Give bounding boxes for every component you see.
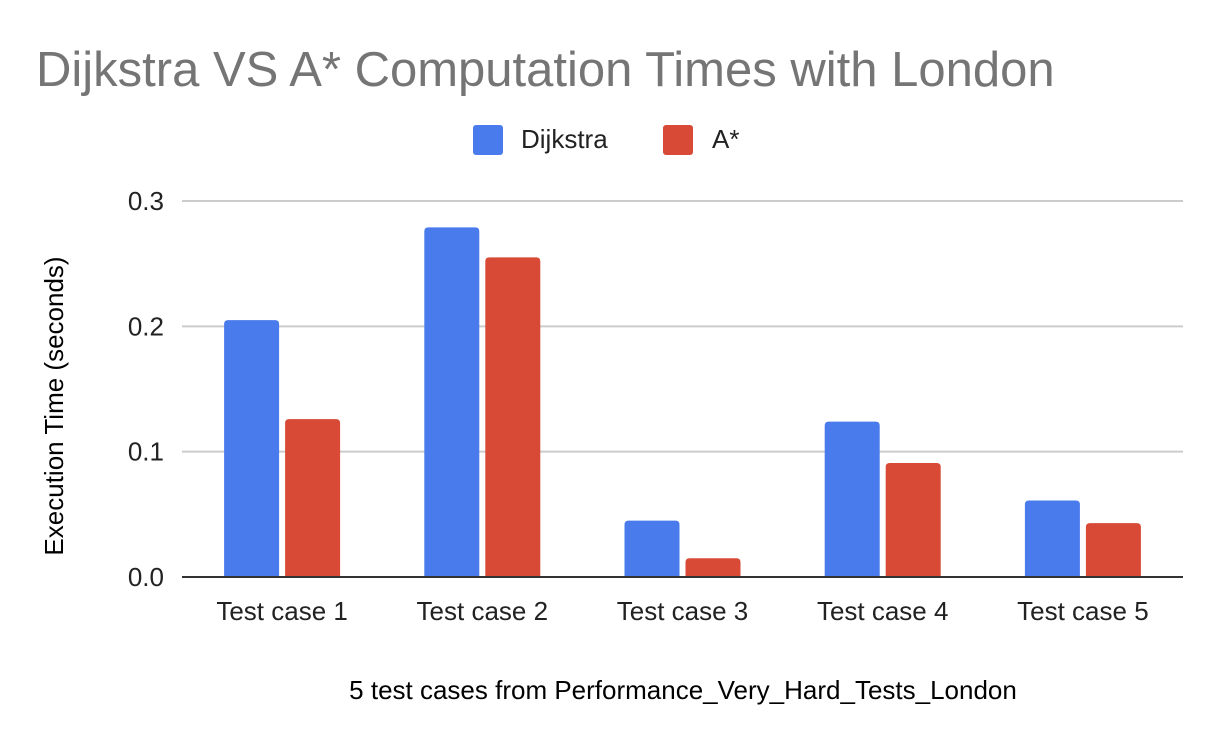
bar-astar-1: [285, 419, 341, 577]
legend-label-dijkstra: Dijkstra: [521, 124, 608, 154]
bar-dijkstra-5: [1024, 500, 1080, 577]
y-tick-label: 0.3: [128, 186, 164, 216]
legend-label-astar: A*: [712, 124, 739, 154]
legend-swatch-astar: [663, 125, 693, 155]
y-axis-ticks: 0.0 0.1 0.2 0.3: [128, 186, 164, 592]
x-axis-label: 5 test cases from Performance_Very_Hard_…: [349, 675, 1017, 705]
x-tick-label: Test case 3: [617, 596, 749, 626]
bar-astar-4: [885, 462, 941, 577]
bar-astar-2: [485, 257, 541, 577]
bar-astar-3: [685, 558, 741, 577]
y-axis-label: Execution Time (seconds): [39, 256, 69, 555]
y-tick-label: 0.0: [128, 562, 164, 592]
bar-dijkstra-1: [224, 320, 280, 577]
x-tick-label: Test case 1: [216, 596, 348, 626]
legend-swatch-dijkstra: [473, 125, 503, 155]
bar-dijkstra-4: [824, 421, 880, 577]
gridlines: [182, 200, 1183, 453]
x-tick-label: Test case 2: [417, 596, 549, 626]
bar-dijkstra-2: [424, 227, 480, 577]
y-tick-label: 0.2: [128, 311, 164, 341]
chart-title: Dijkstra VS A* Computation Times with Lo…: [36, 43, 1055, 97]
x-tick-label: Test case 5: [1017, 596, 1149, 626]
bar-dijkstra-3: [624, 520, 680, 577]
legend: Dijkstra A*: [473, 124, 739, 155]
bars: [224, 227, 1141, 577]
bar-astar-5: [1085, 523, 1141, 577]
y-tick-label: 0.1: [128, 437, 164, 467]
x-axis-ticks: Test case 1 Test case 2 Test case 3 Test ca…: [216, 596, 1148, 626]
x-tick-label: Test case 4: [817, 596, 949, 626]
